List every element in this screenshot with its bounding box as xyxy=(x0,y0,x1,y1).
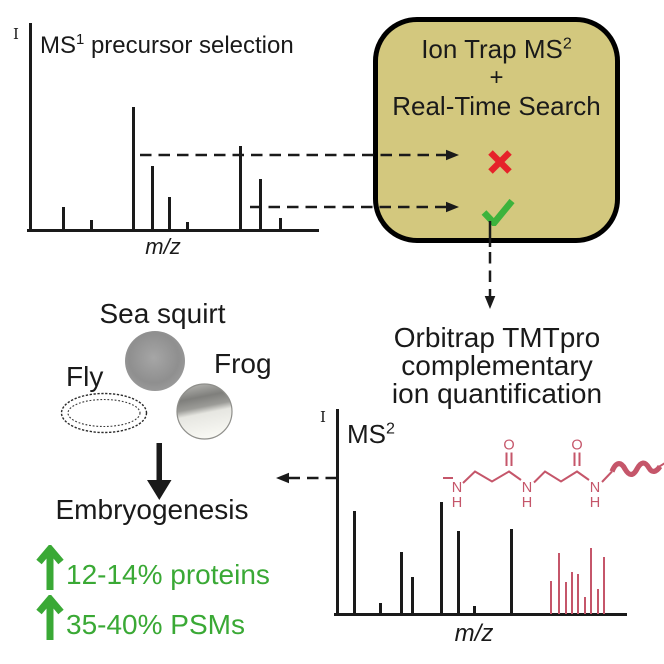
tmtpro-complementary-ion-structure: N H O N H O N H xyxy=(443,438,664,511)
stat-row-psms: 35-40% PSMs xyxy=(36,593,245,643)
ms2-y-axis xyxy=(336,409,339,616)
ms1-mz-axis-label: m/z xyxy=(145,234,181,259)
reject-cross-icon xyxy=(488,150,512,174)
ms1-title-base: MS xyxy=(40,32,76,59)
box-line1-base: Ion Trap MS xyxy=(421,34,563,64)
orbitrap-caption-line3: ion quantification xyxy=(391,378,603,409)
box-line-realtime-search: Real-Time Search xyxy=(392,91,601,121)
realtime-search-box: Ion Trap MS2 + Real-Time Search xyxy=(373,17,620,243)
stat-psms-label: 35-40% PSMs xyxy=(66,609,245,640)
box-line1-superscript: 2 xyxy=(562,34,572,53)
increase-arrow-icon xyxy=(36,593,64,640)
fly-label: Fly xyxy=(66,361,104,392)
box-plus-sign: + xyxy=(489,64,504,91)
stat-proteins-label: 12-14% proteins xyxy=(66,559,270,590)
orbitrap-caption: Orbitrap TMTpro complementary ion quanti… xyxy=(377,324,617,408)
atom-h3: H xyxy=(590,495,600,511)
fly-embryo-image xyxy=(60,392,148,434)
embryogenesis-title: Embryogenesis xyxy=(55,494,249,525)
sea-squirt-label: Sea squirt xyxy=(99,298,226,329)
organisms-to-embryogenesis-arrow xyxy=(147,443,172,500)
ms1-title-rest: precursor selection xyxy=(84,32,294,59)
ms1-title: MS1 precursor selection xyxy=(40,32,294,60)
atom-o2: O xyxy=(571,438,582,454)
search-pass-down-arrow xyxy=(484,221,496,309)
ms2-x-axis xyxy=(334,613,627,616)
stat-row-proteins: 12-14% proteins xyxy=(36,543,270,593)
accept-check-icon xyxy=(481,198,515,226)
ms1-title-superscript: 1 xyxy=(76,32,85,48)
orbitrap-caption-line2: complementary xyxy=(401,350,593,381)
ms2-title: MS2 xyxy=(347,419,395,450)
atom-n3: N xyxy=(590,480,600,496)
ms2-title-superscript: 2 xyxy=(386,419,395,438)
atom-h1: H xyxy=(452,495,462,511)
box-line-ion-trap: Ion Trap MS2 xyxy=(378,34,615,64)
quantification-to-embryogenesis-arrow xyxy=(276,472,337,484)
orbitrap-caption-line1: Orbitrap TMTpro xyxy=(393,322,601,353)
ms2-intensity-axis-label: I xyxy=(320,408,326,426)
frog-label: Frog xyxy=(214,348,272,379)
increase-arrow-icon xyxy=(36,543,64,590)
ms1-x-axis xyxy=(27,229,319,232)
sea-squirt-embryo-image xyxy=(125,331,185,391)
atom-n2: N xyxy=(522,480,532,496)
atom-h2: H xyxy=(522,495,532,511)
peptide-squiggle-bond xyxy=(609,460,663,477)
ms2-mz-axis-label: m/z xyxy=(454,620,494,647)
frog-embryo-image xyxy=(176,383,233,440)
ms1-intensity-axis-label: I xyxy=(13,25,19,43)
atom-o1: O xyxy=(503,438,514,454)
precursor-selected-arrow-1 xyxy=(140,149,459,161)
atom-n1: N xyxy=(452,480,462,496)
precursor-selected-arrow-2 xyxy=(250,201,459,213)
ms1-y-axis xyxy=(29,23,32,231)
ms2-title-base: MS xyxy=(347,419,386,449)
